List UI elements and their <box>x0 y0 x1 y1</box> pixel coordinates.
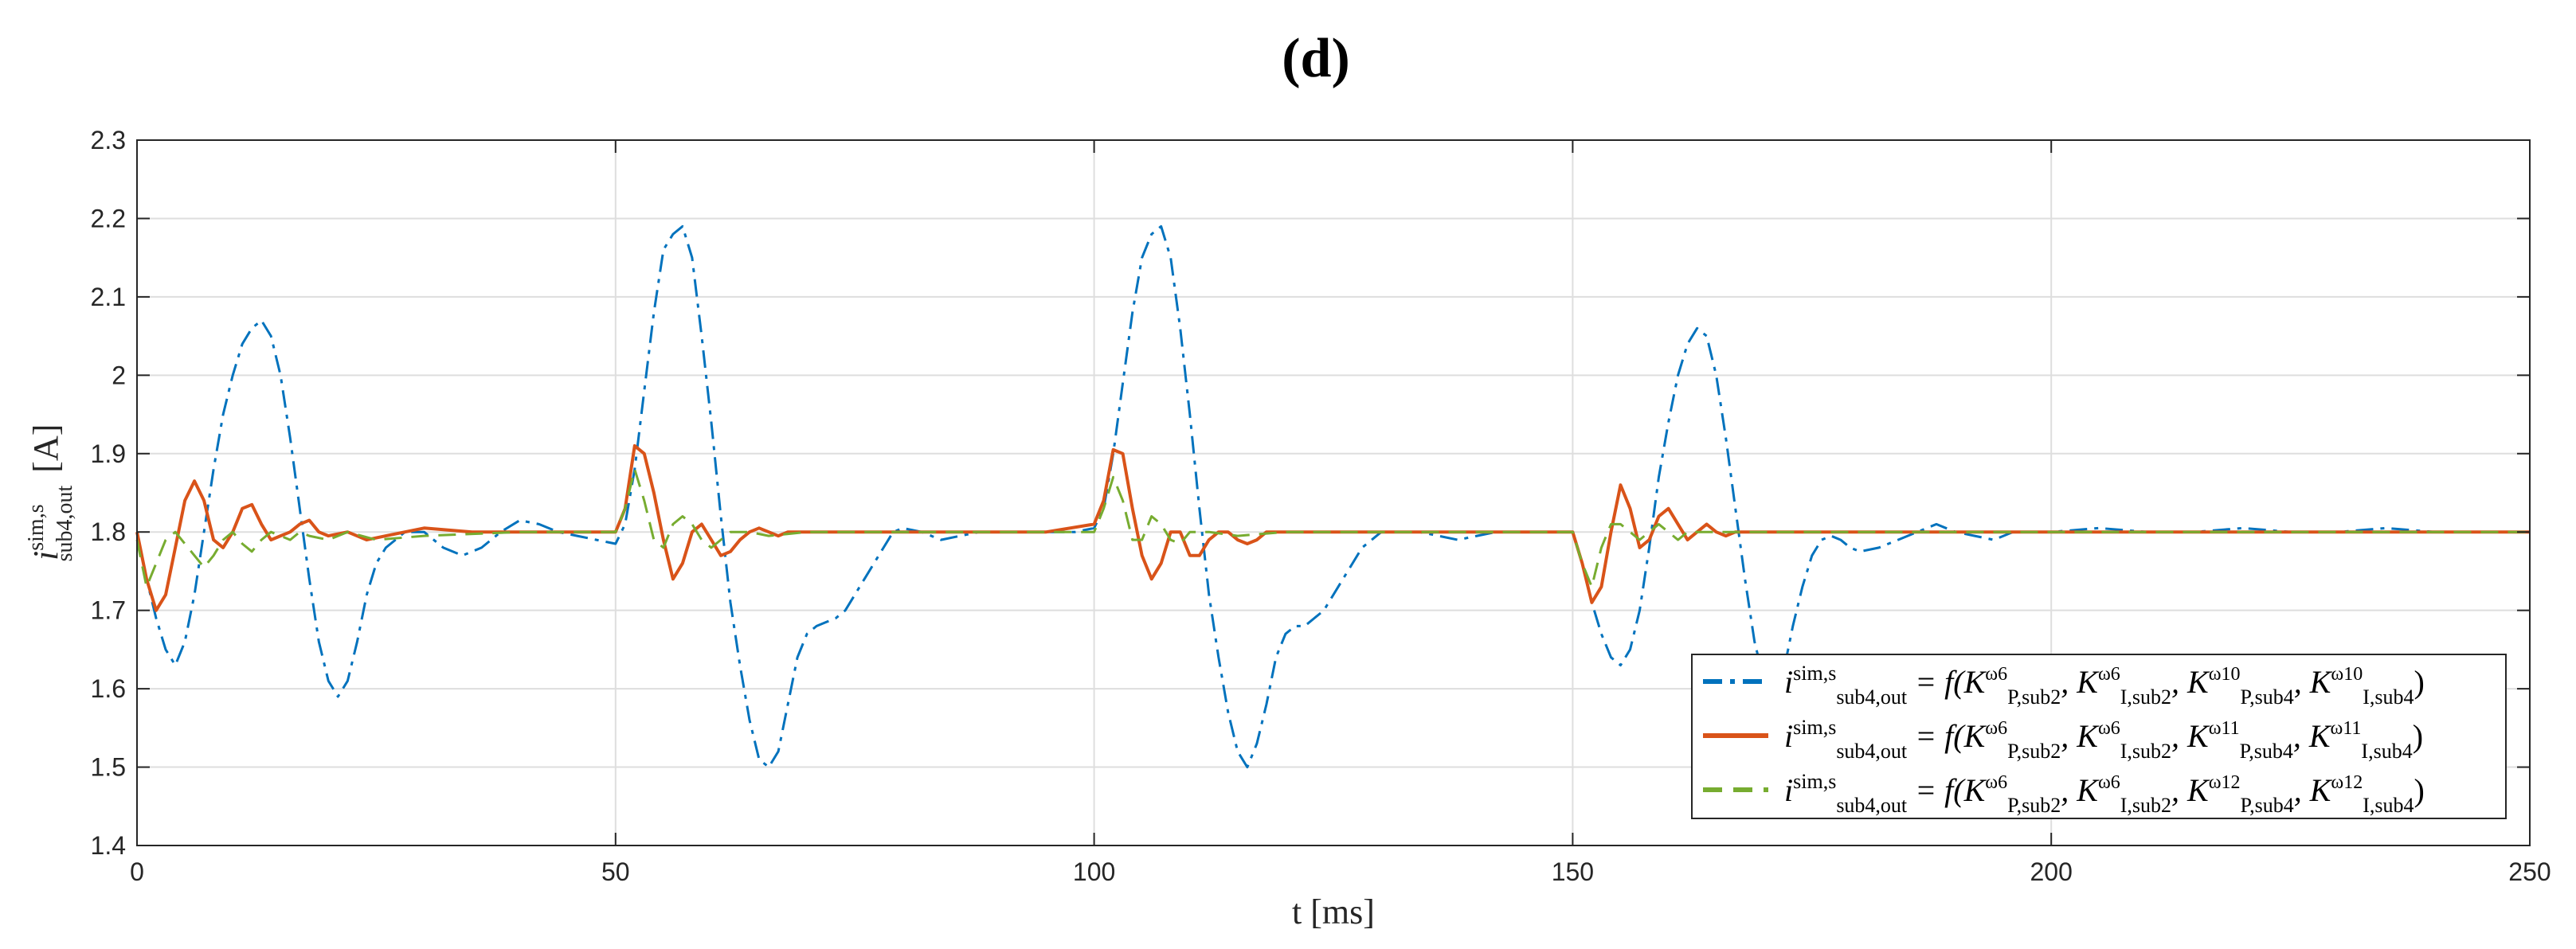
y-tick-label: 2.1 <box>91 283 126 311</box>
y-tick-label: 1.6 <box>91 674 126 703</box>
panel-label: (d) <box>1282 28 1350 89</box>
x-tick-label: 150 <box>1552 857 1594 886</box>
y-tick-label: 1.8 <box>91 517 126 546</box>
x-tick-label: 250 <box>2508 857 2551 886</box>
legend: isim,ssub4,out = f(Kω6P,sub2, Kω6I,sub2,… <box>1691 654 2507 819</box>
y-tick-label: 1.7 <box>91 596 126 625</box>
tick-labels: 0 50 100 150 200 250 1.4 1.5 1.6 1.7 1.8 1.9 2 2.1 2.2… <box>91 126 2551 886</box>
x-tick-label: 50 <box>601 857 630 886</box>
y-tick-label: 2.2 <box>91 204 126 232</box>
x-axis-label: t [ms] <box>1292 892 1375 931</box>
legend-entry-1: isim,ssub4,out = f(Kω6P,sub2, Kω6I,sub2,… <box>1784 662 2425 709</box>
ticks <box>136 139 2531 846</box>
series-line-3 <box>135 468 2530 588</box>
y-tick-label: 1.5 <box>91 753 126 782</box>
axes-box <box>136 139 2531 846</box>
y-tick-label: 1.9 <box>91 439 126 468</box>
y-axis-label-sup: sim,s <box>24 504 49 550</box>
series-line-1 <box>135 225 2530 769</box>
legend-box <box>1691 654 2507 819</box>
y-axis-label-sub: sub4,out <box>53 485 77 561</box>
y-axis-label-symbol: i <box>26 551 65 560</box>
x-tick-label: 200 <box>2030 857 2073 886</box>
y-tick-label: 2 <box>112 361 126 389</box>
y-axis-label: isim,s sub4,out [A] <box>24 424 77 562</box>
y-tick-label: 1.4 <box>91 831 126 860</box>
y-tick-label: 2.3 <box>91 126 126 154</box>
legend-entry-2: isim,ssub4,out = f(Kω6P,sub2, Kω6I,sub2,… <box>1784 716 2423 763</box>
x-tick-label: 0 <box>130 857 144 886</box>
y-axis-label-unit: [A] <box>26 424 65 473</box>
legend-entry-3: isim,ssub4,out = f(Kω6P,sub2, Kω6I,sub2,… <box>1784 770 2425 817</box>
series-layer <box>135 225 2530 769</box>
svg-text:isim,ssub4,out[A]: isim,s sub4,out [A] <box>24 424 77 562</box>
series-line-2 <box>135 443 2530 612</box>
x-tick-label: 100 <box>1073 857 1115 886</box>
